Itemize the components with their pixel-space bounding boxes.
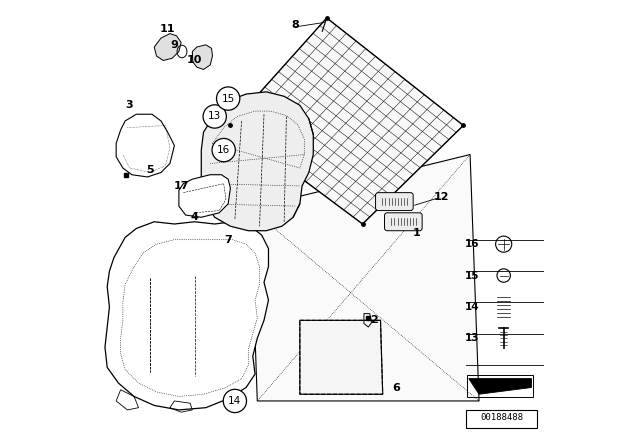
Text: 00188488: 00188488: [480, 414, 523, 422]
Text: 13: 13: [465, 333, 479, 343]
Text: 12: 12: [433, 192, 449, 202]
Polygon shape: [192, 45, 212, 69]
Text: 2: 2: [370, 315, 378, 325]
Polygon shape: [300, 320, 383, 394]
Polygon shape: [230, 18, 463, 224]
FancyBboxPatch shape: [385, 213, 422, 231]
Text: 5: 5: [146, 165, 154, 175]
Text: 1: 1: [412, 228, 420, 238]
Text: 7: 7: [224, 235, 232, 245]
Circle shape: [212, 138, 236, 162]
Text: 17: 17: [173, 181, 189, 191]
Circle shape: [203, 105, 227, 128]
Text: 11: 11: [160, 24, 175, 34]
Polygon shape: [202, 92, 314, 231]
Polygon shape: [116, 114, 174, 177]
Text: 10: 10: [187, 56, 202, 65]
Text: 15: 15: [465, 271, 479, 280]
Text: 16: 16: [465, 239, 479, 249]
Text: 6: 6: [392, 383, 400, 392]
Polygon shape: [179, 175, 230, 217]
Polygon shape: [251, 155, 479, 401]
Polygon shape: [105, 222, 269, 410]
Text: 4: 4: [191, 212, 198, 222]
Text: 14: 14: [465, 302, 479, 312]
Text: 13: 13: [208, 112, 221, 121]
FancyBboxPatch shape: [376, 193, 413, 211]
Polygon shape: [468, 379, 531, 394]
Text: 16: 16: [217, 145, 230, 155]
Circle shape: [216, 87, 240, 110]
Text: 14: 14: [228, 396, 241, 406]
Text: 8: 8: [291, 20, 300, 30]
Text: 3: 3: [126, 100, 133, 110]
Text: 15: 15: [221, 94, 235, 103]
Polygon shape: [154, 34, 181, 60]
Text: 9: 9: [170, 40, 179, 50]
Circle shape: [223, 389, 246, 413]
